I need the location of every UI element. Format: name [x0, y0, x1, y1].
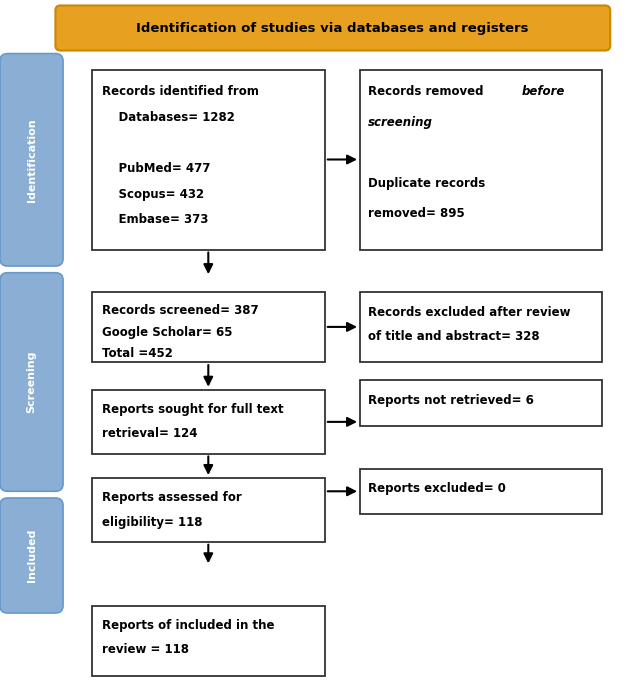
Text: before: before	[522, 85, 565, 99]
Text: Included: Included	[27, 529, 36, 582]
Text: PubMed= 477: PubMed= 477	[102, 162, 210, 175]
Text: of title and abstract= 328: of title and abstract= 328	[368, 330, 539, 343]
Bar	[360, 380, 602, 426]
Text: Reports excluded= 0: Reports excluded= 0	[368, 482, 505, 495]
Bar	[360, 468, 602, 514]
Text: Identification: Identification	[27, 118, 36, 202]
Bar	[92, 70, 325, 250]
Bar	[360, 292, 602, 362]
Bar	[92, 478, 325, 542]
FancyBboxPatch shape	[0, 498, 63, 613]
Text: Identification of studies via databases and registers: Identification of studies via databases …	[136, 22, 529, 35]
Bar	[92, 389, 325, 454]
Text: Records screened= 387: Records screened= 387	[102, 305, 259, 317]
Text: retrieval= 124: retrieval= 124	[102, 428, 197, 441]
Text: Screening: Screening	[27, 350, 36, 413]
Text: Total =452: Total =452	[102, 347, 173, 360]
Bar	[360, 70, 602, 250]
Text: removed= 895: removed= 895	[368, 207, 464, 220]
Text: Databases= 1282: Databases= 1282	[102, 111, 235, 124]
Text: Records identified from: Records identified from	[102, 85, 259, 99]
Text: Reports sought for full text: Reports sought for full text	[102, 403, 283, 416]
Text: review = 118: review = 118	[102, 643, 189, 657]
Text: Embase= 373: Embase= 373	[102, 213, 208, 226]
FancyBboxPatch shape	[55, 6, 610, 51]
Text: eligibility= 118: eligibility= 118	[102, 516, 203, 529]
Bar	[92, 606, 325, 676]
Text: Google Scholar= 65: Google Scholar= 65	[102, 325, 233, 339]
Text: Reports not retrieved= 6: Reports not retrieved= 6	[368, 394, 533, 407]
Bar	[92, 292, 325, 362]
Text: Reports of included in the: Reports of included in the	[102, 619, 275, 632]
Text: Records excluded after review: Records excluded after review	[368, 305, 570, 319]
FancyBboxPatch shape	[0, 273, 63, 491]
Text: Reports assessed for: Reports assessed for	[102, 491, 241, 505]
Text: Records removed: Records removed	[368, 85, 487, 99]
Text: Scopus= 432: Scopus= 432	[102, 187, 204, 201]
FancyBboxPatch shape	[0, 53, 63, 266]
Text: screening: screening	[368, 116, 433, 128]
Text: Duplicate records: Duplicate records	[368, 176, 485, 189]
